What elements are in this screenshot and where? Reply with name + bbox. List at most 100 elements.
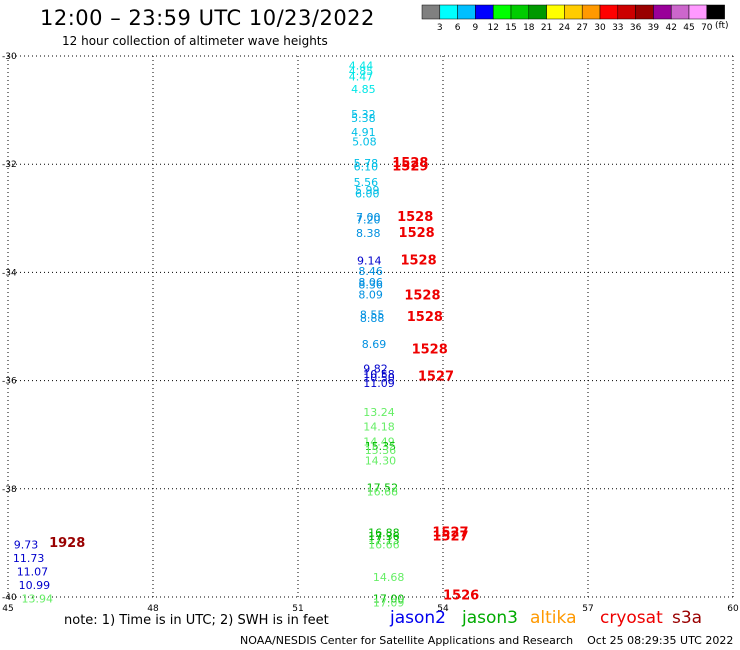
wave-height-label: 9.14 <box>357 254 382 267</box>
legend-swatch <box>564 4 583 20</box>
legend-swatch <box>635 4 654 20</box>
x-tick-label: 48 <box>147 604 159 614</box>
x-tick-label: 54 <box>437 604 449 614</box>
wave-height-label: 8.88 <box>360 312 385 325</box>
wave-height-label: 9.82 <box>363 362 388 375</box>
legend-swatch <box>528 4 547 20</box>
wave-height-label: 6.10 <box>354 161 379 174</box>
legend-swatch <box>670 4 690 20</box>
pass-time-label: 1528 <box>392 156 428 171</box>
wave-height-label: 8.46 <box>358 265 383 278</box>
x-tick-label: 57 <box>582 604 593 614</box>
y-tick-label: -32 <box>2 160 17 170</box>
wave-height-label: 8.06 <box>358 276 383 289</box>
wave-height-label: 10.58 <box>363 368 395 381</box>
y-tick-label: -36 <box>2 377 17 387</box>
legend-swatch <box>457 4 476 20</box>
satellite-jason2: jason2 <box>390 608 446 628</box>
legend-label: 9 <box>473 23 479 33</box>
legend-swatch <box>653 4 672 20</box>
legend-label: 36 <box>630 23 642 33</box>
pass-time-label: 1528 <box>407 310 443 325</box>
legend-label: 12 <box>487 23 498 33</box>
pass-time-labels: 1528152915281528152815281528152815271527… <box>49 156 479 604</box>
pass-time-label: 1928 <box>49 536 85 551</box>
wave-height-label: 17.52 <box>367 482 399 495</box>
wave-height-label: 10.99 <box>19 579 50 592</box>
wave-height-label: 14.49 <box>363 436 395 449</box>
pass-time-label: 1527 <box>432 525 468 540</box>
legend-label: 30 <box>594 23 606 33</box>
satellite-jason3: jason3 <box>462 608 518 628</box>
legend-label: 18 <box>523 23 535 33</box>
x-tick-label: 45 <box>2 604 13 614</box>
wave-height-label: 17.09 <box>373 597 405 610</box>
legend-label: 15 <box>505 23 516 33</box>
pass-time-label: 1526 <box>443 589 479 604</box>
wave-height-label: 8.36 <box>358 279 383 292</box>
satellite-altika: altika <box>530 608 577 628</box>
pass-time-label: 1529 <box>392 160 428 175</box>
y-tick-label: -40 <box>2 593 17 603</box>
wave-height-label: 8.38 <box>356 227 381 240</box>
wave-height-label: 5.08 <box>352 135 377 148</box>
wave-height-label: 13.94 <box>22 592 54 605</box>
wave-height-label: 4.91 <box>351 126 376 139</box>
wave-height-label: 15.35 <box>365 440 397 453</box>
legend-label: 3 <box>437 23 443 33</box>
wave-height-label: 8.55 <box>360 308 385 321</box>
wave-height-label: 5.32 <box>351 108 376 121</box>
wave-height-label: 16.68 <box>367 485 399 498</box>
legend-swatch <box>475 4 494 20</box>
legend-label: 70 <box>701 23 713 33</box>
y-tick-label: -38 <box>2 485 17 495</box>
legend-unit: (ft) <box>715 21 729 31</box>
wave-height-label: 5.78 <box>354 157 379 170</box>
y-tick-label: -34 <box>2 268 17 278</box>
wave-height-label: 4.44 <box>349 60 374 73</box>
wave-height-label: 5.56 <box>354 176 379 189</box>
grid-lines <box>7 55 734 598</box>
wave-height-label: 7.20 <box>356 214 381 227</box>
legend-swatch <box>706 4 725 20</box>
pass-time-label: 1528 <box>397 210 433 225</box>
wave-height-label: 4.47 <box>349 70 374 83</box>
legend-label: 33 <box>612 23 623 33</box>
legend-swatch <box>421 4 441 20</box>
legend-label: 21 <box>541 23 552 33</box>
credit-line: NOAA/NESDIS Center for Satellite Applica… <box>240 634 734 647</box>
wave-height-label: 13.24 <box>363 406 395 419</box>
wave-height-label: 4.85 <box>351 83 376 96</box>
wave-height-label: 9.73 <box>14 538 39 551</box>
wave-height-label: 17.00 <box>373 592 405 605</box>
wave-height-label: 14.30 <box>365 454 397 467</box>
legend-label: 42 <box>665 23 676 33</box>
wave-height-label: 16.88 <box>368 526 400 539</box>
pass-time-label: 1528 <box>404 288 440 303</box>
wave-height-label: 5.38 <box>351 112 376 125</box>
legend-swatch <box>599 4 619 20</box>
color-legend: 3 6 9 12 15 18 21 24 27 30 33 36 39 42 45 70 <box>421 4 725 33</box>
legend-label: 27 <box>576 23 587 33</box>
wave-height-label: 10.50 <box>363 372 395 385</box>
wave-height-label: 5.99 <box>355 184 380 197</box>
wave-height-label: 11.07 <box>17 565 49 578</box>
wave-height-label: 8.69 <box>362 338 387 351</box>
wave-height-label: 14.18 <box>363 420 395 433</box>
legend-swatch <box>510 4 530 20</box>
wave-height-label: 4.85 <box>349 65 374 78</box>
x-tick-label: 60 <box>727 604 739 614</box>
pass-time-label: 1528 <box>399 226 435 241</box>
pass-time-label: 1528 <box>400 253 436 268</box>
legend-label: 45 <box>683 23 694 33</box>
wave-height-label: 8.09 <box>358 288 383 301</box>
satellite-s3a: s3a <box>672 608 703 628</box>
legend-swatch <box>581 4 601 20</box>
x-tick-label: 51 <box>292 604 303 614</box>
wave-height-label: 17.13 <box>368 534 400 547</box>
axis-ticks: 45 48 51 54 57 60 -30 -32 -34 -36 -38 -40 <box>2 52 739 614</box>
wave-height-label: 7.00 <box>356 211 381 224</box>
wave-height-label: 15.36 <box>365 444 397 457</box>
legend-label: 39 <box>648 23 660 33</box>
